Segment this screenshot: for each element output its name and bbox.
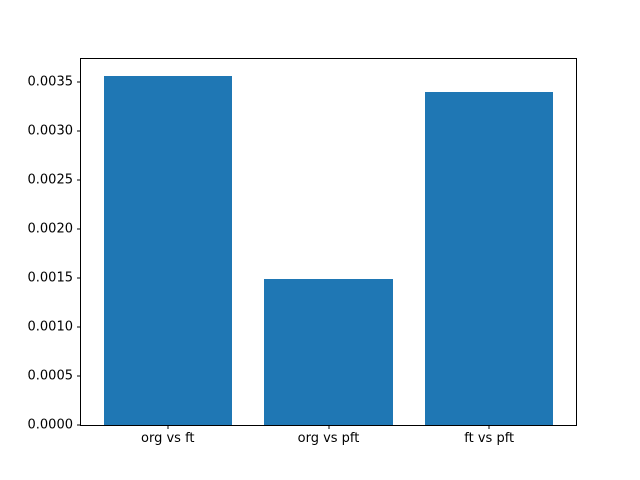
y-tick-mark — [77, 228, 81, 230]
y-tick-mark — [77, 130, 81, 132]
x-tick-mark — [167, 425, 169, 429]
y-tick-label: 0.0020 — [27, 221, 74, 237]
x-tick-label: ft vs pft — [464, 431, 515, 446]
x-tick-label: org vs ft — [141, 431, 195, 446]
bar-ft-vs-pft — [424, 92, 554, 425]
plot-area: 0.0000 0.0005 0.0010 0.0015 0.0020 0.0025 0.00… — [28, 58, 577, 445]
y-tick-label: 0.0035 — [27, 74, 74, 90]
y-tick-label: 0.0010 — [27, 319, 74, 335]
y-tick-mark — [77, 424, 81, 426]
y-tick-label: 0.0030 — [27, 123, 74, 139]
y-tick-mark — [77, 326, 81, 328]
y-tick-label: 0.0000 — [27, 417, 74, 433]
x-tick-mark — [328, 425, 329, 429]
x-tick-mark — [488, 425, 490, 429]
y-tick-label: 0.0025 — [27, 172, 74, 188]
bar-org-vs-pft — [264, 279, 393, 425]
y-tick-mark — [77, 179, 81, 181]
y-tick-mark — [77, 81, 81, 83]
y-tick-label: 0.0015 — [27, 270, 74, 286]
y-tick-mark — [77, 375, 81, 377]
y-tick-mark — [77, 277, 81, 279]
y-tick-label: 0.0005 — [27, 368, 74, 384]
bar-org-vs-ft — [103, 76, 233, 425]
x-tick-label: org vs pft — [297, 431, 360, 446]
